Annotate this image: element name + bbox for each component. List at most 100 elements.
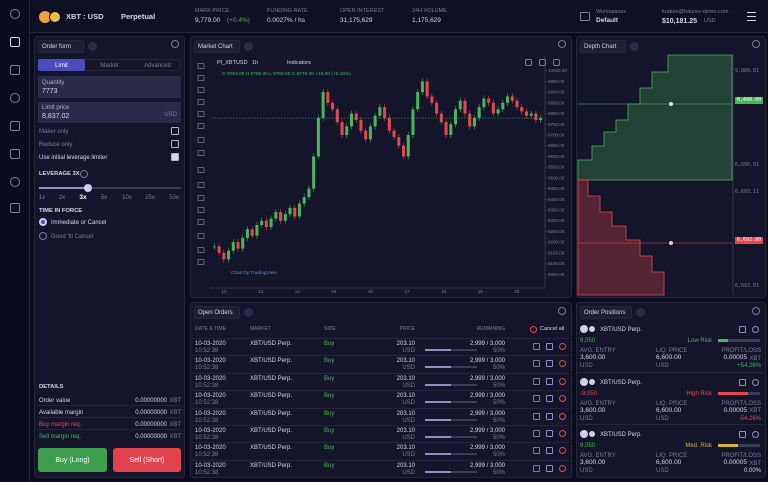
position-market[interactable]: XBT/USD Perp.	[600, 327, 643, 333]
doc-icon[interactable]	[533, 464, 540, 472]
chart-tool[interactable]	[553, 59, 560, 66]
doc-icon[interactable]	[533, 412, 540, 420]
buy-label[interactable]: Buy (Long)	[55, 457, 90, 464]
leverage-step[interactable]: 2x	[58, 195, 66, 201]
tab[interactable]	[38, 40, 84, 53]
position-market[interactable]: XBT/USD Perp.	[600, 379, 643, 386]
cancel-icon[interactable]	[559, 412, 566, 420]
leverage-step[interactable]: 25x	[145, 195, 155, 201]
radio[interactable]	[39, 218, 47, 226]
tool-icon[interactable]	[197, 259, 205, 265]
tool-icon[interactable]	[197, 219, 205, 225]
cancel-icon[interactable]	[559, 360, 566, 368]
nav-icon[interactable]	[10, 37, 20, 47]
tool-icon[interactable]	[197, 123, 205, 129]
tool-icon[interactable]	[197, 137, 205, 143]
checkbox[interactable]	[171, 140, 179, 148]
nav-icon[interactable]	[10, 121, 20, 131]
position-market[interactable]: XBT/USD Perp.	[600, 432, 643, 438]
settings-icon[interactable]	[752, 40, 760, 48]
tool-icon[interactable]	[197, 150, 205, 156]
tool-icon[interactable]	[197, 182, 205, 188]
sell-label[interactable]: Sell (Short)	[129, 457, 165, 464]
order-type-label[interactable]: Market	[100, 62, 119, 69]
checkbox[interactable]	[171, 153, 179, 161]
add-tab[interactable]	[636, 308, 645, 317]
nav-icon[interactable]	[10, 203, 20, 213]
add-tab[interactable]	[630, 42, 639, 51]
cancel-icon[interactable]	[559, 395, 566, 403]
leverage-step[interactable]: 1x	[38, 195, 46, 201]
edit-icon[interactable]	[546, 360, 553, 368]
buy-button[interactable]	[38, 448, 107, 472]
cancel-icon[interactable]	[559, 464, 566, 472]
nav-icon[interactable]	[10, 93, 20, 103]
nav-icon[interactable]	[10, 9, 20, 19]
edit-icon[interactable]	[546, 377, 553, 385]
settings-icon[interactable]	[171, 40, 179, 48]
cancel-icon[interactable]	[559, 430, 566, 437]
edit-icon[interactable]	[546, 412, 553, 420]
doc-icon[interactable]	[533, 447, 540, 455]
edit-icon[interactable]	[546, 430, 553, 437]
price-input[interactable]	[38, 102, 181, 123]
edit-icon[interactable]	[739, 431, 746, 438]
cancel-icon[interactable]	[559, 447, 566, 455]
chart-interval[interactable]: 1h	[252, 60, 259, 66]
close-icon[interactable]	[752, 378, 759, 386]
add-tab[interactable]	[88, 42, 97, 51]
edit-icon[interactable]	[739, 378, 746, 386]
tool-icon[interactable]	[197, 87, 205, 93]
tool-icon[interactable]	[197, 247, 205, 253]
close-icon[interactable]	[752, 431, 759, 438]
chart-tool[interactable]	[525, 59, 532, 66]
workspace-select[interactable]: Default	[596, 17, 619, 24]
tool-icon[interactable]	[197, 167, 205, 173]
slider-track[interactable]	[39, 187, 181, 189]
market-pair[interactable]: XBT : USD	[66, 12, 104, 21]
radio[interactable]	[39, 232, 47, 240]
slider-knob[interactable]	[84, 184, 92, 192]
leverage-step[interactable]: 5x	[100, 195, 108, 201]
doc-icon[interactable]	[533, 430, 540, 437]
cancel-icon[interactable]	[559, 377, 566, 385]
doc-icon[interactable]	[533, 360, 540, 368]
order-type-label[interactable]: Limit	[55, 62, 68, 69]
menu-icon[interactable]	[747, 20, 756, 22]
chart-tool[interactable]	[539, 59, 546, 66]
menu-icon[interactable]	[747, 12, 756, 14]
cancel-icon[interactable]	[530, 326, 537, 333]
tool-icon[interactable]	[197, 233, 205, 239]
edit-icon[interactable]	[546, 343, 553, 350]
add-tab[interactable]	[244, 308, 253, 317]
radio-label[interactable]: Immediate or Cancel	[51, 219, 107, 226]
sell-button[interactable]	[113, 448, 181, 472]
tab[interactable]	[194, 40, 240, 53]
cancel-all[interactable]: Cancel all	[540, 326, 565, 332]
workspace-icon[interactable]	[580, 12, 590, 21]
menu-icon[interactable]	[747, 16, 756, 18]
cancel-icon[interactable]	[559, 343, 566, 350]
quantity-input[interactable]	[38, 76, 181, 98]
doc-icon[interactable]	[533, 377, 540, 385]
leverage-step[interactable]: 3x	[79, 194, 87, 201]
order-type-label[interactable]: Advanced	[144, 62, 171, 69]
tool-icon[interactable]	[197, 207, 205, 213]
chart-symbol[interactable]: PI_XBTUSD	[217, 60, 248, 66]
radio-label[interactable]: Good 'til Cancel	[51, 233, 94, 240]
product-select[interactable]: Perpetual	[121, 12, 156, 21]
tab[interactable]	[580, 306, 632, 319]
edit-icon[interactable]	[546, 464, 553, 472]
doc-icon[interactable]	[533, 395, 540, 403]
leverage-step[interactable]: 50x	[169, 195, 179, 201]
tool-icon[interactable]	[197, 63, 205, 69]
leverage-step[interactable]: 10x	[122, 195, 132, 201]
close-icon[interactable]	[752, 326, 759, 333]
tool-icon[interactable]	[197, 99, 205, 105]
edit-icon[interactable]	[739, 326, 746, 333]
doc-icon[interactable]	[533, 343, 540, 350]
checkbox[interactable]	[171, 127, 179, 135]
nav-icon[interactable]	[10, 177, 20, 187]
settings-icon[interactable]	[558, 40, 566, 48]
tool-icon[interactable]	[197, 111, 205, 117]
